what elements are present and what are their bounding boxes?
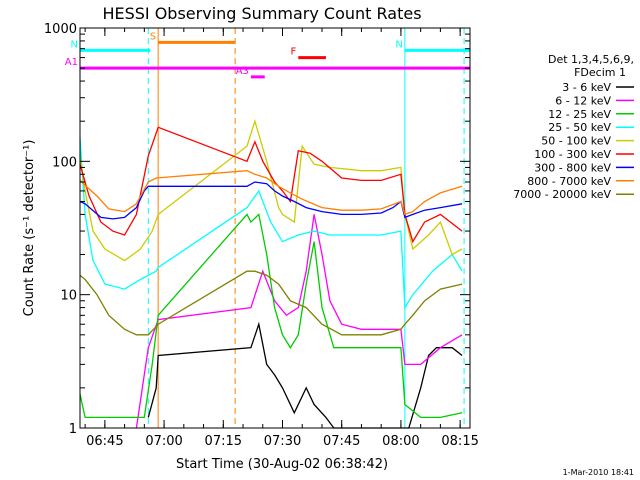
legend-entry-label: 25 - 50 keV <box>548 121 611 134</box>
flag-bars: S N N A1 A3 F <box>65 31 470 79</box>
plot-area: S N N A1 A3 F <box>65 27 471 429</box>
legend-entry-label: 50 - 100 keV <box>541 135 611 148</box>
y-tick-label: 100 <box>52 155 77 170</box>
series-line <box>79 213 463 419</box>
legend-entry-label: 3 - 6 keV <box>562 81 611 94</box>
event-lines <box>147 28 465 428</box>
x-tick-label: 06:45 <box>86 434 123 449</box>
flag-label: N <box>395 39 402 50</box>
legend-header-line1: Det 1,3,4,5,6,9, <box>548 53 634 66</box>
legend-entry-label: 6 - 12 keV <box>555 94 611 107</box>
y-tick-label: 1000 <box>44 22 77 37</box>
plot-frame <box>79 27 471 429</box>
legend-entry-label: 800 - 7000 keV <box>527 175 611 188</box>
y-tick-label: 1 <box>69 422 77 437</box>
series-lines <box>79 118 463 429</box>
flag-label: S <box>150 31 156 42</box>
series-line <box>79 118 463 262</box>
y-axis-ticks: 1 10 100 1000 <box>44 22 470 437</box>
x-tick-label: 07:00 <box>145 434 182 449</box>
x-axis-label: Start Time (30-Aug-02 06:38:42) <box>176 457 388 472</box>
legend-entry-label: 12 - 25 keV <box>548 108 611 121</box>
series-line <box>79 270 463 336</box>
flag-label: F <box>291 47 297 58</box>
series-line <box>147 321 463 429</box>
chart-title: HESSI Observing Summary Count Rates <box>102 4 421 23</box>
x-tick-label: 08:15 <box>441 434 478 449</box>
y-axis-label: Count Rate (s⁻¹ detector⁻¹) <box>22 140 37 317</box>
legend-entry-label: 300 - 800 keV <box>534 161 611 174</box>
flag-label: N <box>71 39 78 50</box>
series-line <box>135 214 463 429</box>
legend-entry-label: 100 - 300 keV <box>534 148 611 161</box>
series-line <box>79 126 463 244</box>
x-tick-label: 07:30 <box>264 434 301 449</box>
y-tick-label: 10 <box>60 289 77 304</box>
flag-label: A1 <box>65 57 78 68</box>
series-line <box>79 170 463 216</box>
x-tick-label: 07:45 <box>323 434 360 449</box>
legend-entry-label: 7000 - 20000 keV <box>513 188 611 201</box>
x-tick-label: 07:15 <box>205 434 242 449</box>
x-axis-ticks: 06:45 07:00 07:15 07:30 07:45 08:00 08:15 <box>84 28 479 449</box>
legend-header-line2: FDecim 1 <box>574 66 626 79</box>
timestamp: 1-Mar-2010 18:41 <box>563 468 634 477</box>
flag-label: A3 <box>236 66 249 77</box>
series-line <box>79 137 463 310</box>
series-line <box>79 181 463 220</box>
x-tick-label: 08:00 <box>382 434 419 449</box>
